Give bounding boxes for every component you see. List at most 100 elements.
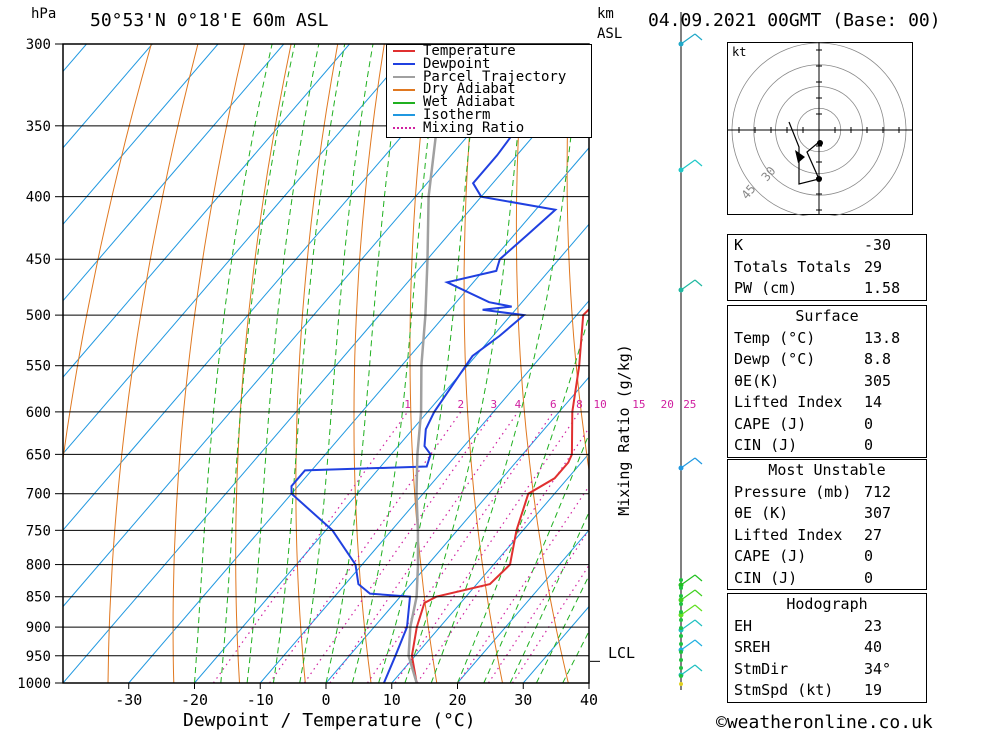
legend-swatch <box>393 75 415 78</box>
index-label: θE(K) <box>734 371 780 390</box>
pressure-tick-label: 400 <box>26 190 51 206</box>
wind-level-dot <box>679 626 683 630</box>
index-row: Totals Totals 29 <box>728 257 926 279</box>
isotherm-line <box>63 70 589 683</box>
index-row: StmSpd (kt) 19 <box>728 680 926 702</box>
legend-label: Dewpoint <box>423 55 491 72</box>
wind-barb-flag <box>694 574 703 582</box>
legend-label: Dry Adiabat <box>423 81 516 98</box>
mixing-ratio-line <box>303 411 495 683</box>
hodograph-trace <box>788 121 820 185</box>
isotherm-line <box>63 44 416 455</box>
panel-title: Most Unstable <box>768 461 886 479</box>
index-label: Lifted Index <box>734 393 843 411</box>
temperature-profile <box>410 307 589 683</box>
index-value: 40 <box>864 638 883 656</box>
wind-barb <box>680 33 696 45</box>
mixing-ratio-line <box>457 485 589 683</box>
index-value: 34° <box>864 659 892 678</box>
wind-barb-flag <box>694 457 703 465</box>
hpa-unit-label: hPa <box>31 6 57 22</box>
wet-adiabat-line <box>535 574 589 683</box>
isotherm-line <box>63 44 285 302</box>
pressure-tick-label: 500 <box>26 308 51 324</box>
mixing-ratio-line <box>367 411 554 683</box>
temperature-tick-label: -10 <box>247 691 274 709</box>
index-row: Pressure (mb) 712 <box>728 482 926 504</box>
index-row: StmDir 34° <box>728 659 926 681</box>
index-value: -30 <box>864 236 892 254</box>
index-row: Dewp (°C) 8.8 <box>728 349 926 371</box>
index-row: Temp (°C) 13.8 <box>728 328 926 350</box>
isotherm-line <box>63 44 219 226</box>
index-row: CIN (J) 0 <box>728 568 926 590</box>
wind-barb-flag <box>694 664 703 672</box>
panel-title: Hodograph <box>786 595 868 613</box>
index-label: K <box>734 236 744 254</box>
mixing-ratio-label: 10 <box>593 398 606 411</box>
most-unstable-panel: Most Unstable Pressure (mb) 712 θE (K) 307 Li… <box>727 459 927 590</box>
legend-swatch <box>393 114 415 117</box>
isotherm-line <box>457 529 589 683</box>
wind-barb-flag <box>694 639 703 647</box>
index-row: CIN (J) 0 <box>728 435 926 457</box>
dry-adiabat-line <box>172 44 245 683</box>
index-label: StmDir <box>734 659 789 678</box>
index-value: 1.58 <box>864 279 901 297</box>
index-row: θE(K) 305 <box>728 371 926 393</box>
hodograph-point <box>817 140 823 146</box>
index-value: 712 <box>864 482 892 501</box>
hodograph-frame <box>727 42 913 215</box>
wind-level-dot <box>679 666 683 670</box>
mixing-ratio-axis-label: Mixing Ratio (g/kg) <box>615 344 633 516</box>
wind-barb-flag <box>694 589 703 597</box>
isotherm-line <box>391 452 589 683</box>
pressure-tick-label: 550 <box>26 359 51 375</box>
index-row: EH 23 <box>728 616 926 638</box>
temperature-tick-label: 0 <box>321 691 330 709</box>
surface-panel: Surface Temp (°C) 13.8 Dewp (°C) 8.8 θE(K) 305… <box>727 305 927 458</box>
wet-adiabat-line <box>194 44 273 683</box>
pressure-tick-label: 900 <box>26 620 51 636</box>
panel-title: Surface <box>795 307 859 325</box>
xaxis-title: Dewpoint / Temperature (°C) <box>183 710 476 731</box>
mixing-ratio-label: 1 <box>404 398 411 411</box>
index-value: 0 <box>864 568 874 587</box>
index-value: 8.8 <box>864 350 892 368</box>
wind-barb <box>680 279 696 291</box>
wind-level-dot <box>679 658 683 662</box>
km-unit-label: km <box>597 6 614 22</box>
wind-level-dot <box>679 586 683 590</box>
location-title: 50°53'N 0°18'E 60m ASL <box>90 10 329 31</box>
index-label: PW (cm) <box>734 279 798 297</box>
wind-barb-flag <box>694 604 703 612</box>
legend-item: Dewpoint <box>387 55 591 72</box>
pressure-tick-label: 300 <box>26 37 51 53</box>
index-label: Temp (°C) <box>734 328 816 347</box>
temperature-tick-label: 10 <box>383 691 401 709</box>
index-label: SREH <box>734 638 771 656</box>
mixing-ratio-label: 20 <box>661 398 674 411</box>
lcl-label: LCL <box>608 644 636 662</box>
mixing-ratio-line <box>394 411 580 683</box>
hodograph-panel: Hodograph EH 23 SREH 40 StmDir 34° StmSpd (kt) 1… <box>727 593 927 703</box>
credit-text: ©weatheronline.co.uk <box>716 712 933 733</box>
pressure-tick-label: 600 <box>26 405 51 421</box>
isotherm-line <box>259 299 589 683</box>
index-row: Lifted Index 27 <box>728 525 926 547</box>
index-value: 13.8 <box>864 328 901 347</box>
pressure-tick-label: 700 <box>26 487 51 503</box>
asl-unit-label: ASL <box>597 26 623 42</box>
mixing-ratio-line <box>416 427 589 683</box>
wet-adiabat-line <box>272 44 346 683</box>
wind-barb <box>680 619 696 631</box>
hodograph-storm-marker <box>795 150 805 163</box>
wind-barb-flag <box>694 33 703 41</box>
legend-swatch <box>393 50 415 53</box>
mixing-ratio-line <box>269 411 462 683</box>
temperature-tick-label: -20 <box>181 691 208 709</box>
dry-adiabat-line <box>107 44 199 683</box>
temperature-tick-label: 20 <box>448 691 466 709</box>
wind-barb <box>680 457 696 469</box>
index-row: PW (cm) 1.58 <box>728 278 926 300</box>
